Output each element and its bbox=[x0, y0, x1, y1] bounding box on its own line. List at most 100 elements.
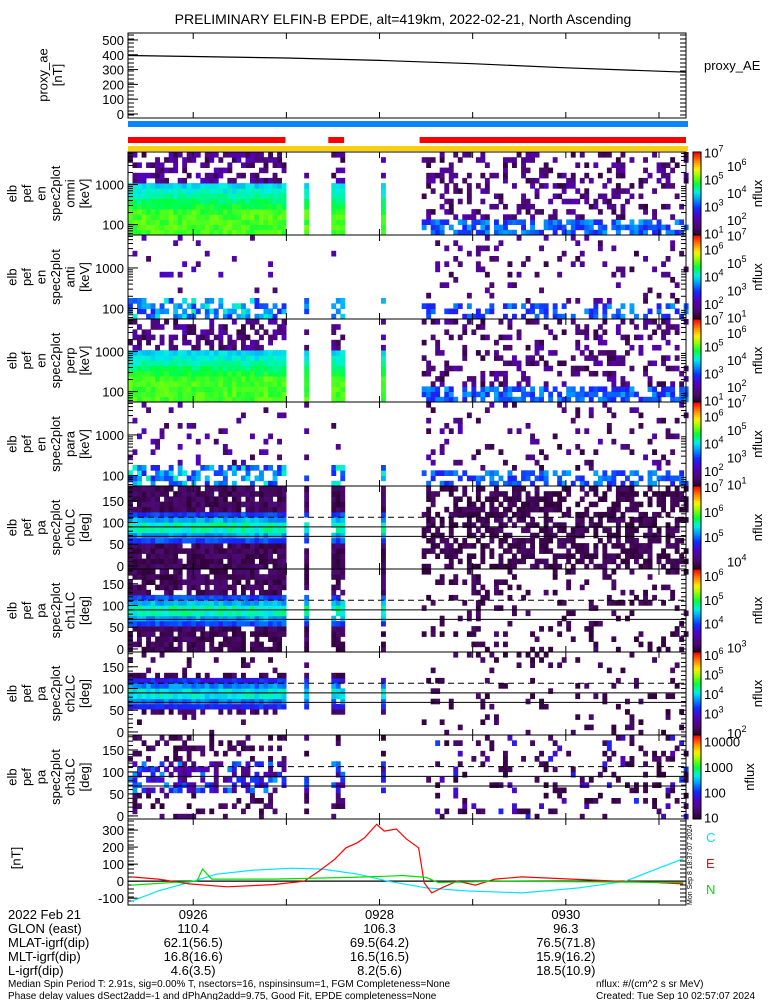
spectrogram-cell bbox=[137, 162, 142, 168]
spectrogram-cell bbox=[231, 548, 237, 554]
spectrogram-cell bbox=[629, 532, 635, 539]
spectrogram-cell bbox=[191, 214, 197, 220]
spectrogram-cell bbox=[168, 563, 174, 570]
spectrogram-cell bbox=[132, 203, 138, 210]
spectrogram-cell bbox=[209, 579, 215, 585]
spectrogram-cell bbox=[381, 506, 386, 513]
spectrogram-cell bbox=[381, 198, 386, 205]
spectrogram-cell bbox=[182, 162, 188, 168]
spectrogram-cell bbox=[611, 188, 617, 194]
colorbar-segment bbox=[693, 183, 701, 186]
spectrogram-cell bbox=[150, 355, 156, 361]
spectrogram-cell bbox=[466, 376, 472, 382]
spectrogram-cell bbox=[543, 454, 549, 461]
colorbar-segment bbox=[693, 467, 701, 470]
spectrogram-cell bbox=[448, 527, 454, 534]
spectrogram-cell bbox=[475, 537, 481, 544]
spectrogram-cell bbox=[625, 506, 630, 513]
spectrogram-cell bbox=[331, 152, 337, 158]
spectrogram-cell bbox=[177, 360, 183, 367]
spectrogram-cell bbox=[213, 391, 219, 398]
spectrogram-cell bbox=[155, 224, 160, 231]
spectrogram-cell bbox=[204, 480, 210, 487]
colorbar-tick-base: 10 bbox=[727, 256, 741, 271]
spectrogram-cell bbox=[530, 522, 535, 528]
spectrogram-cell bbox=[272, 396, 278, 403]
spectrogram-cell bbox=[534, 188, 540, 194]
spectrogram-cell bbox=[597, 324, 603, 330]
spectrogram-cell bbox=[164, 386, 169, 392]
colorbar-segment bbox=[693, 341, 701, 345]
spectrogram-cell bbox=[647, 532, 653, 539]
spectrogram-cell bbox=[191, 203, 197, 210]
spectrogram-cell bbox=[146, 376, 151, 382]
spectrogram-cell bbox=[670, 491, 676, 497]
spectrogram-cell bbox=[466, 391, 472, 398]
spectrogram-cell bbox=[186, 360, 192, 367]
spectrogram-cell bbox=[173, 370, 179, 377]
spectrogram-cell bbox=[241, 491, 246, 497]
spectrogram-cell bbox=[204, 376, 210, 382]
spectrogram-cell bbox=[457, 475, 463, 482]
spectrogram-cell bbox=[164, 537, 169, 544]
spectrogram-cell bbox=[213, 579, 219, 585]
spectrogram-cell bbox=[543, 475, 549, 482]
spectrogram-cell bbox=[195, 626, 201, 632]
spectrogram-cell bbox=[182, 203, 188, 210]
spectrogram-cell bbox=[471, 574, 477, 580]
colorbar-tick-exponent: 4 bbox=[718, 435, 723, 445]
spectrogram-cell bbox=[263, 646, 269, 653]
spectrogram-cell bbox=[584, 563, 590, 570]
spectrogram-cell bbox=[272, 209, 278, 215]
spectrogram-cell bbox=[448, 365, 454, 372]
spectrogram-cell bbox=[557, 402, 563, 408]
spectrogram-cell bbox=[381, 517, 386, 523]
spectrogram-cell bbox=[141, 626, 147, 632]
spectrogram-cell bbox=[186, 600, 192, 606]
spectrogram-cell bbox=[137, 501, 142, 508]
colorbar-segment bbox=[693, 454, 701, 458]
colorbar-segment bbox=[693, 521, 701, 524]
spectrogram-cell bbox=[588, 522, 594, 528]
spectrogram-cell bbox=[209, 605, 215, 611]
colorbar-segment bbox=[693, 554, 701, 558]
spectrogram-cell bbox=[182, 527, 188, 534]
spectrogram-cell bbox=[466, 558, 472, 565]
spectrogram-cell bbox=[638, 203, 644, 210]
spectrogram-cell bbox=[146, 198, 151, 205]
spectrogram-cell bbox=[597, 193, 603, 200]
spectrogram-cell bbox=[525, 319, 531, 325]
spectrogram-cell bbox=[263, 177, 269, 184]
colorbar-segment bbox=[693, 304, 701, 307]
spectrogram-cell bbox=[638, 641, 644, 648]
spectrogram-cell bbox=[254, 527, 260, 534]
spectrogram-cell bbox=[272, 532, 278, 539]
spectrogram-cell bbox=[141, 376, 147, 382]
spectrogram-cell bbox=[597, 496, 603, 502]
spectrogram-cell bbox=[484, 496, 490, 502]
spectrogram-cell bbox=[159, 396, 165, 403]
spectrogram-cell bbox=[254, 548, 260, 554]
spectrogram-cell bbox=[457, 303, 463, 309]
spectrogram-cell bbox=[159, 370, 165, 377]
spectrogram-cell bbox=[168, 475, 174, 482]
spectrogram-cell bbox=[128, 511, 133, 518]
spectrogram-cell bbox=[182, 360, 188, 367]
spectrogram-cell bbox=[213, 308, 219, 315]
spectrogram-cell bbox=[250, 350, 255, 356]
spectrogram-cell bbox=[173, 501, 179, 508]
spectrogram-cell bbox=[656, 496, 662, 502]
spectrogram-cell bbox=[652, 511, 657, 518]
spectrogram-cell bbox=[611, 558, 617, 565]
spectrogram-cell bbox=[448, 334, 454, 341]
y-tick-label: 100 bbox=[102, 385, 124, 400]
spectrogram-cell bbox=[656, 475, 662, 482]
spectrogram-cell bbox=[652, 491, 657, 497]
spectrogram-cell bbox=[494, 631, 499, 637]
spectrogram-cell bbox=[579, 496, 585, 502]
spectrogram-cell bbox=[164, 396, 169, 403]
spectrogram-cell bbox=[521, 162, 526, 168]
spectrogram-cell bbox=[277, 157, 282, 163]
spectrogram-cell bbox=[426, 365, 432, 372]
spectrogram-cell bbox=[231, 219, 237, 225]
